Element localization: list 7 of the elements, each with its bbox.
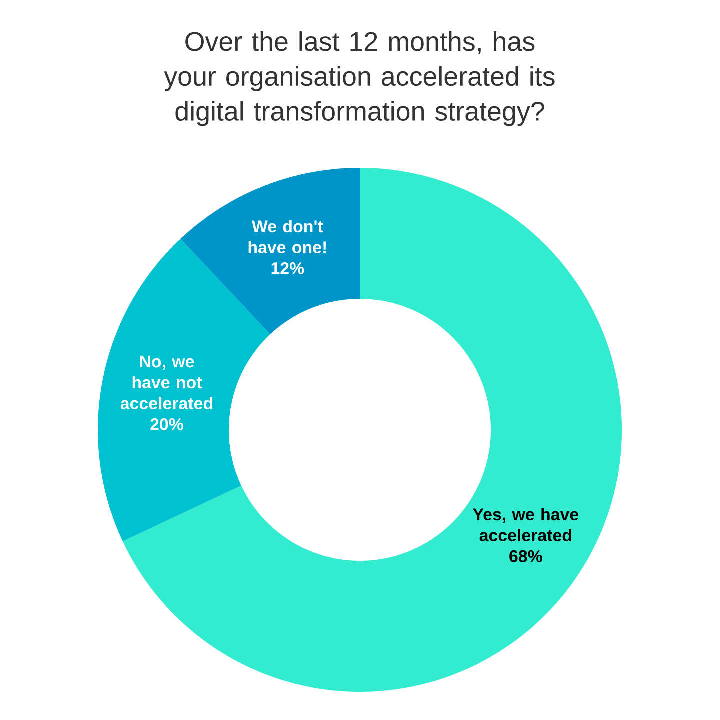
slice-label: No, we have not accelerated	[120, 356, 212, 410]
data-label: 12%	[272, 262, 304, 274]
data-label: 20%	[150, 418, 184, 430]
chart-title: Over the last 12 months, has your organisation accelerated its digital transformation strategy?	[164, 32, 555, 126]
slice-label: Yes, we have accelerated	[473, 508, 579, 542]
slice-label: We don't have one!	[248, 220, 326, 254]
data-label: 68%	[510, 550, 542, 562]
